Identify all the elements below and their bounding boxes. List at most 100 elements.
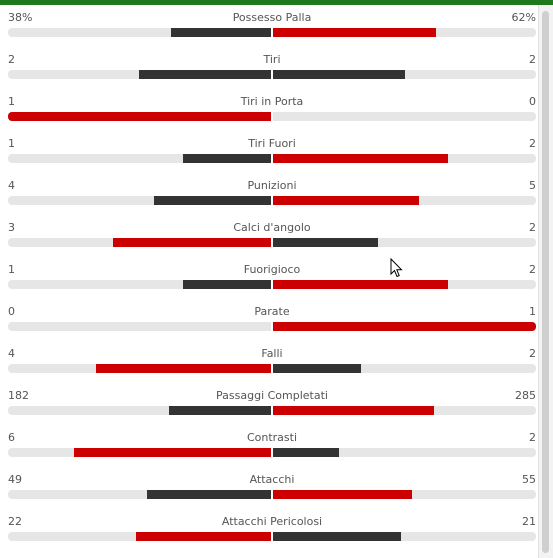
stat-bar-divider	[271, 196, 273, 205]
stat-row: 1 Tiri Fuori 2	[8, 131, 536, 173]
stat-row: 0 Parate 1	[8, 299, 536, 341]
away-stat-value: 2	[529, 263, 536, 276]
stat-bar-track	[8, 490, 536, 499]
home-stat-bar	[169, 406, 271, 415]
stat-bar-divider	[271, 154, 273, 163]
away-stat-bar	[273, 490, 412, 499]
stat-row: 182 Passaggi Completati 285	[8, 383, 536, 425]
stat-bar-divider	[271, 238, 273, 247]
stat-bar-track	[8, 28, 536, 37]
stat-bar-track	[8, 280, 536, 289]
stat-row: 1 Tiri in Porta 0	[8, 89, 536, 131]
stat-bar-divider	[271, 532, 273, 541]
home-stat-bar	[147, 490, 271, 499]
away-stat-bar	[273, 448, 339, 457]
stat-bar-divider	[271, 28, 273, 37]
stat-name: Attacchi	[249, 473, 295, 486]
stat-bar-divider	[271, 406, 273, 415]
away-stat-value: 2	[529, 347, 536, 360]
match-stats-list: 38% Possesso Palla 62% 2 Tiri 2 1 Tiri in Porta…	[8, 5, 536, 551]
away-stat-bar	[273, 406, 434, 415]
away-stat-bar	[273, 28, 436, 37]
home-stat-value: 1	[8, 137, 15, 150]
stat-row: 4 Falli 2	[8, 341, 536, 383]
home-stat-value: 22	[8, 515, 22, 528]
away-stat-value: 2	[529, 431, 536, 444]
home-stat-bar	[183, 280, 271, 289]
stat-row: 49 Attacchi 55	[8, 467, 536, 509]
stat-bar-track	[8, 154, 536, 163]
home-stat-bar	[113, 238, 271, 247]
away-stat-bar	[273, 70, 405, 79]
stat-name: Contrasti	[246, 431, 298, 444]
home-stat-value: 0	[8, 305, 15, 318]
home-stat-bar	[96, 364, 271, 373]
stat-row: 3 Calci d'angolo 2	[8, 215, 536, 257]
away-stat-bar	[273, 154, 448, 163]
stat-row: 4 Punizioni 5	[8, 173, 536, 215]
home-stat-value: 2	[8, 53, 15, 66]
home-stat-value: 1	[8, 263, 15, 276]
stat-name: Tiri Fuori	[248, 137, 296, 150]
stat-name: Passaggi Completati	[216, 389, 328, 402]
home-stat-value: 4	[8, 179, 15, 192]
away-stat-value: 5	[529, 179, 536, 192]
away-stat-bar	[273, 280, 448, 289]
home-stat-value: 6	[8, 431, 15, 444]
stat-bar-track	[8, 448, 536, 457]
stat-bar-divider	[271, 280, 273, 289]
stat-bar-track	[8, 238, 536, 247]
away-stat-value: 21	[522, 515, 536, 528]
home-stat-bar	[183, 154, 271, 163]
stat-bar-track	[8, 70, 536, 79]
home-stat-value: 4	[8, 347, 15, 360]
away-stat-value: 1	[529, 305, 536, 318]
stat-bar-track	[8, 364, 536, 373]
stat-name: Punizioni	[247, 179, 297, 192]
away-stat-value: 2	[529, 53, 536, 66]
stat-row: 1 Fuorigioco 2	[8, 257, 536, 299]
away-stat-bar	[273, 322, 536, 331]
away-stat-value: 0	[529, 95, 536, 108]
scrollbar-thumb[interactable]	[542, 11, 549, 553]
away-stat-bar	[273, 364, 361, 373]
stat-name: Parate	[254, 305, 290, 318]
away-stat-value: 2	[529, 137, 536, 150]
away-stat-value: 55	[522, 473, 536, 486]
home-stat-bar	[171, 28, 271, 37]
home-stat-value: 182	[8, 389, 29, 402]
stat-name: Tiri	[263, 53, 281, 66]
stat-name: Possesso Palla	[232, 11, 312, 24]
home-stat-bar	[136, 532, 271, 541]
stat-name: Tiri in Porta	[240, 95, 304, 108]
home-stat-bar	[139, 70, 271, 79]
stat-bar-divider	[271, 448, 273, 457]
home-stat-value: 3	[8, 221, 15, 234]
stat-row: 6 Contrasti 2	[8, 425, 536, 467]
stat-row: 2 Tiri 2	[8, 47, 536, 89]
home-stat-bar	[74, 448, 271, 457]
mouse-cursor-icon	[390, 258, 403, 278]
home-stat-bar	[154, 196, 271, 205]
away-stat-bar	[273, 532, 401, 541]
stat-bar-track	[8, 406, 536, 415]
home-stat-value: 49	[8, 473, 22, 486]
home-stat-value: 1	[8, 95, 15, 108]
stat-bar-track	[8, 112, 536, 121]
vertical-scrollbar[interactable]	[538, 5, 553, 558]
home-stat-bar	[8, 112, 271, 121]
stat-bar-divider	[271, 70, 273, 79]
away-stat-value: 2	[529, 221, 536, 234]
stat-bar-divider	[271, 364, 273, 373]
header-accent-bar	[0, 0, 553, 5]
away-stat-value: 62%	[511, 11, 536, 24]
stat-bar-track	[8, 322, 536, 331]
stat-bar-track	[8, 196, 536, 205]
stat-name: Calci d'angolo	[233, 221, 311, 234]
stat-bar-divider	[271, 322, 273, 331]
stat-name: Attacchi Pericolosi	[221, 515, 323, 528]
away-stat-bar	[273, 238, 378, 247]
home-stat-value: 38%	[8, 11, 33, 24]
stat-name: Falli	[261, 347, 283, 360]
away-stat-value: 285	[515, 389, 536, 402]
